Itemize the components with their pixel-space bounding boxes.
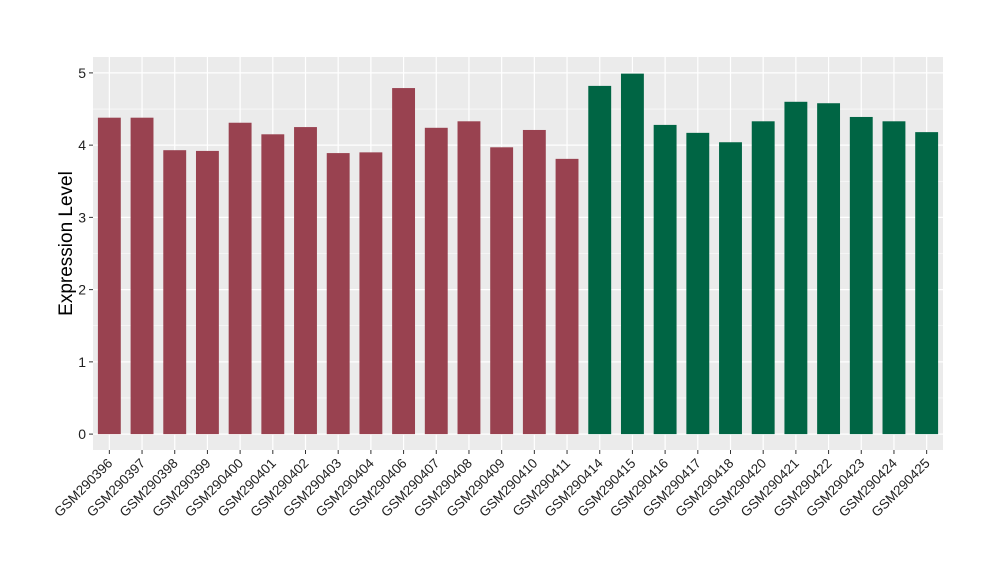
y-tick-label: 3 [78, 209, 86, 225]
y-axis-title: Expression Level [56, 171, 77, 316]
bar-GSM290418 [719, 142, 742, 435]
y-tick-label: 5 [78, 65, 86, 81]
bar-GSM290423 [849, 116, 873, 435]
bar-GSM290421 [784, 101, 808, 435]
y-tick-label: 1 [78, 354, 86, 370]
bar-GSM290397 [130, 117, 154, 435]
bar-GSM290408 [457, 121, 481, 435]
bar-GSM290414 [588, 85, 612, 435]
bar-GSM290400 [228, 122, 252, 435]
bar-GSM290422 [817, 103, 841, 435]
bar-GSM290396 [97, 117, 121, 435]
y-tick-label: 2 [78, 282, 86, 298]
bar-GSM290401 [261, 134, 285, 435]
y-tick-label: 0 [78, 426, 86, 442]
bar-GSM290420 [751, 121, 775, 435]
bar-GSM290425 [915, 132, 939, 435]
bar-GSM290417 [686, 132, 710, 435]
bar-GSM290415 [620, 73, 644, 435]
y-tick-label: 4 [78, 137, 86, 153]
bar-GSM290410 [522, 129, 546, 435]
bar-GSM290416 [653, 124, 677, 435]
bar-GSM290402 [294, 127, 317, 435]
bar-GSM290403 [326, 153, 350, 435]
bar-GSM290424 [882, 121, 906, 435]
bar-GSM290411 [555, 158, 579, 435]
bar-GSM290406 [392, 88, 416, 435]
bar-GSM290404 [359, 152, 383, 435]
bar-GSM290399 [195, 150, 219, 435]
bar-GSM290407 [424, 127, 448, 435]
bar-GSM290398 [163, 150, 187, 435]
bar-GSM290409 [490, 147, 514, 435]
